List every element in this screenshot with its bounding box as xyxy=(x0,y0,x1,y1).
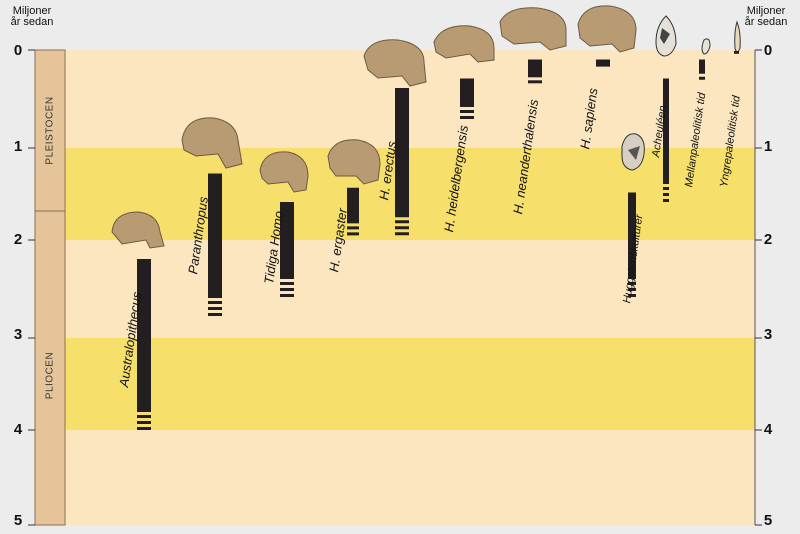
taxon-bar-2-uncertain-segment xyxy=(280,282,294,285)
taxon-bar-7 xyxy=(596,59,610,67)
right-tick-1: 1 xyxy=(763,138,773,155)
handaxe-tool-icon xyxy=(655,15,677,57)
flake-tool-icon xyxy=(701,38,711,55)
left-tick-marks xyxy=(28,49,35,526)
culture-bar-1-uncertain-segment xyxy=(663,187,669,190)
taxon-bar-0-uncertain-segment xyxy=(137,415,151,418)
left-tick-1: 1 xyxy=(13,138,23,155)
culture-bar-1-uncertain-segment xyxy=(663,193,669,196)
right-tick-2: 2 xyxy=(763,231,773,248)
skull-sapiens-icon xyxy=(577,5,637,53)
taxon-bar-3 xyxy=(347,187,359,224)
left-axis-label: Miljoner år sedan xyxy=(4,6,60,28)
left-tick-4: 4 xyxy=(13,421,23,438)
band-3-4 xyxy=(35,338,755,430)
right-tick-marks xyxy=(755,49,762,526)
left-tick-3: 3 xyxy=(13,326,23,343)
skull-paranthropus-icon xyxy=(181,117,243,169)
skull-australopithecus-icon xyxy=(111,211,165,249)
right-tick-5: 5 xyxy=(763,512,773,529)
band-4-5 xyxy=(35,430,755,525)
taxon-bar-6-uncertain-segment xyxy=(528,80,542,84)
epoch-column xyxy=(34,49,66,526)
left-tick-0: 0 xyxy=(13,42,23,59)
skull-heidelbergensis-icon xyxy=(433,25,495,63)
taxon-bar-1-uncertain-segment xyxy=(208,301,222,304)
left-axis-label-line2: år sedan xyxy=(10,16,54,28)
taxon-bar-4 xyxy=(395,88,409,218)
skull-erectus-icon xyxy=(363,39,427,87)
culture-bar-2-uncertain-segment xyxy=(699,76,705,80)
taxon-bar-1-uncertain-segment xyxy=(208,313,222,316)
culture-bar-0-uncertain-segment xyxy=(628,282,636,285)
culture-bar-2 xyxy=(699,59,705,74)
epoch-label-pleistocene: PLEISTOCEN xyxy=(44,96,56,165)
taxon-bar-1 xyxy=(208,173,222,298)
right-tick-0: 0 xyxy=(763,42,773,59)
taxon-bar-2 xyxy=(280,202,294,279)
chopper-tool-icon xyxy=(621,133,645,171)
taxon-bar-0-uncertain-segment xyxy=(137,421,151,424)
range-bars xyxy=(137,50,739,430)
culture-bar-0 xyxy=(628,192,636,279)
left-axis-label-line1: Miljoner xyxy=(12,5,52,17)
skull-neanderthalensis-icon xyxy=(499,7,567,51)
culture-bar-1 xyxy=(663,78,669,184)
taxon-bar-0 xyxy=(137,259,151,412)
taxon-bar-2-uncertain-segment xyxy=(280,294,294,297)
taxon-bar-2-uncertain-segment xyxy=(280,288,294,291)
taxon-bar-5 xyxy=(460,78,474,107)
taxon-bar-6 xyxy=(528,59,542,78)
taxon-bar-4-uncertain-segment xyxy=(395,220,409,224)
culture-bar-1-uncertain-segment xyxy=(663,199,669,202)
right-axis-label-line2: år sedan xyxy=(744,16,788,28)
taxon-bar-5-uncertain-segment xyxy=(460,110,474,113)
left-tick-2: 2 xyxy=(13,231,23,248)
taxon-bar-3-uncertain-segment xyxy=(347,232,359,236)
taxon-bar-4-uncertain-segment xyxy=(395,232,409,236)
taxon-bar-5-uncertain-segment xyxy=(460,116,474,119)
culture-bar-3 xyxy=(734,50,739,54)
right-tick-3: 3 xyxy=(763,326,773,343)
right-axis-label: Miljoner år sedan xyxy=(738,6,794,28)
taxon-bar-3-uncertain-segment xyxy=(347,226,359,230)
epoch-label-pliocene: PLIOCEN xyxy=(44,351,56,400)
skull-early-homo-icon xyxy=(259,151,309,193)
taxon-bar-0-uncertain-segment xyxy=(137,427,151,430)
culture-bar-0-uncertain-segment xyxy=(628,294,636,297)
right-tick-4: 4 xyxy=(763,421,773,438)
culture-bar-0-uncertain-segment xyxy=(628,288,636,291)
taxon-bar-1-uncertain-segment xyxy=(208,307,222,310)
left-tick-5: 5 xyxy=(13,512,23,529)
right-axis-label-line1: Miljoner xyxy=(746,5,786,17)
taxon-bar-4-uncertain-segment xyxy=(395,226,409,230)
skull-ergaster-icon xyxy=(327,139,381,185)
